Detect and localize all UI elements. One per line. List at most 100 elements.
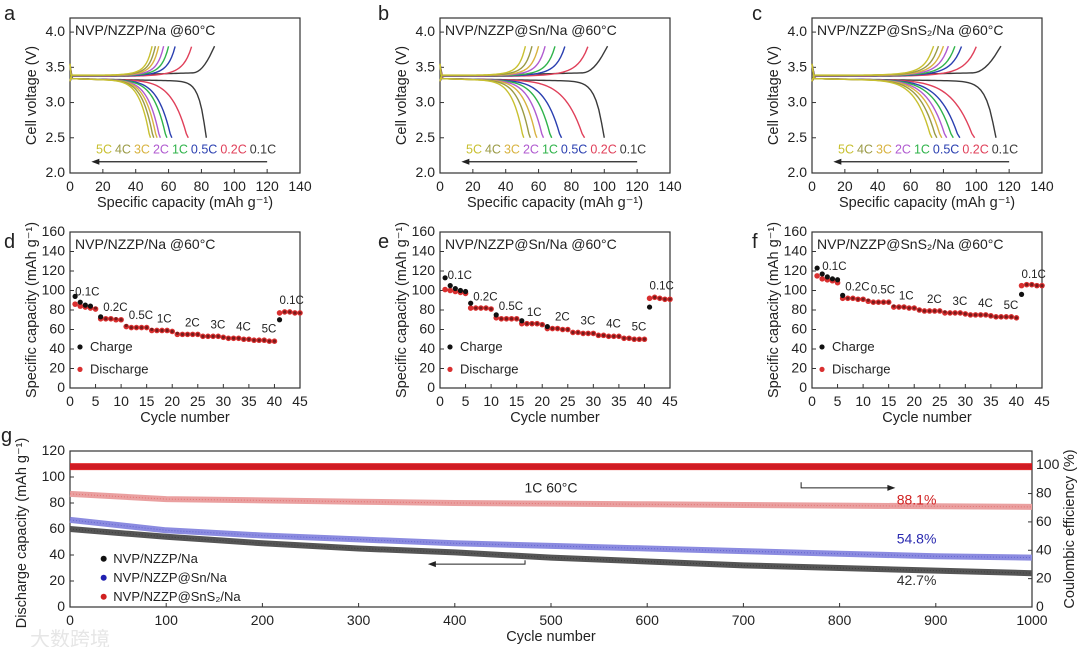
x-tick-label: 35 — [241, 393, 257, 409]
rate-label-2C: 2C — [895, 142, 911, 156]
y-tick-label: 120 — [42, 262, 66, 278]
charge-point — [540, 323, 544, 327]
arrow-head — [461, 158, 470, 165]
x-axis-label: Cycle number — [506, 629, 596, 645]
rate-label-0.5C: 0.5C — [561, 142, 587, 156]
discharge-curve-5C — [811, 63, 933, 139]
rate-label-5C: 5C — [838, 142, 854, 156]
legend-marker-charge — [77, 344, 83, 350]
charge-point — [150, 327, 154, 332]
rate-label: 5C — [262, 323, 277, 335]
x-tick-label: 20 — [95, 178, 111, 194]
y-tick-label: 60 — [49, 321, 65, 337]
charge-point — [963, 312, 967, 316]
rate-label: 0.2C — [103, 302, 127, 314]
rate-label: 1C — [527, 307, 542, 319]
rate-label: 3C — [953, 296, 968, 308]
discharge-point — [276, 310, 283, 316]
charge-point — [276, 317, 283, 323]
y-tick-label: 40 — [49, 340, 65, 356]
x-tick-label: 80 — [194, 178, 210, 194]
y-tick-label: 80 — [49, 494, 65, 510]
charge-point — [447, 283, 453, 289]
rate-label-1C: 1C — [914, 142, 930, 156]
charge-point — [535, 322, 539, 326]
x-tick-label: 0 — [436, 393, 444, 409]
x-tick-label: 120 — [997, 178, 1021, 194]
plot-frame — [439, 17, 671, 174]
y-tick-label: 160 — [42, 223, 66, 239]
rate-label-3C: 3C — [504, 142, 520, 156]
x-tick-label: 5 — [462, 393, 470, 409]
charge-point — [272, 339, 277, 343]
panel-letter: f — [752, 231, 758, 253]
x-tick-label: 5 — [834, 393, 842, 409]
legend-label: Charge — [832, 339, 875, 354]
charge-point — [509, 317, 514, 321]
discharge-point — [447, 287, 454, 294]
charge-point — [1004, 315, 1008, 319]
charge-point — [237, 336, 241, 340]
rate-label-0.2C: 0.2C — [962, 142, 988, 156]
retention-label: 88.1% — [897, 491, 937, 507]
x-tick-label: 0 — [808, 178, 816, 194]
y-tick-label: 80 — [419, 301, 435, 317]
legend-marker-discharge — [447, 366, 453, 372]
charge-point — [550, 326, 555, 331]
charge-point — [298, 311, 302, 315]
discharge-point — [442, 286, 448, 293]
x-tick-label: 45 — [662, 393, 678, 409]
charge-point — [948, 311, 952, 315]
charge-point — [1030, 283, 1034, 287]
charge-point — [571, 330, 575, 335]
charge-point — [191, 332, 195, 336]
left-axis-arrow — [435, 560, 526, 565]
charge-point — [902, 305, 906, 309]
y-right-tick-label: 80 — [1036, 485, 1052, 501]
charge-point — [77, 299, 83, 305]
rate-label: 1C — [899, 290, 914, 302]
y-tick-label: 60 — [419, 321, 435, 337]
charge-point — [622, 336, 626, 340]
y-tick-label: 160 — [784, 223, 808, 239]
rate-label-5C: 5C — [466, 142, 482, 156]
x-tick-label: 35 — [983, 393, 999, 409]
charge-point — [288, 310, 292, 314]
x-tick-label: 10 — [113, 393, 129, 409]
y-axis-label: Discharge capacity (mAh g⁻¹) — [14, 438, 30, 629]
discharge-point — [814, 273, 820, 279]
capacity-series-markers-2 — [69, 493, 1033, 508]
x-tick-label: 100 — [965, 178, 989, 194]
x-tick-label: 15 — [881, 393, 897, 409]
charge-point — [114, 317, 118, 321]
legend-marker-discharge — [819, 366, 825, 372]
charge-point — [72, 293, 78, 299]
x-tick-label: 15 — [139, 393, 155, 409]
rate-label-3C: 3C — [134, 142, 150, 156]
charge-point — [642, 337, 647, 341]
charge-point — [973, 313, 978, 317]
x-tick-label: 300 — [347, 612, 371, 628]
rate-label-1C: 1C — [172, 142, 188, 156]
y-tick-label: 4.0 — [416, 23, 436, 39]
charge-point — [617, 334, 621, 338]
rate-label: 4C — [978, 298, 993, 310]
discharge-point — [1018, 282, 1025, 289]
rate-label-0.1C: 0.1C — [250, 142, 276, 156]
x-tick-label: 0 — [66, 612, 74, 628]
y-axis-label: Specific capacity (mAh g⁻¹) — [24, 222, 40, 398]
charge-point — [474, 306, 478, 310]
charge-point — [293, 311, 297, 315]
charge-point — [525, 322, 529, 326]
y-right-tick-label: 20 — [1036, 570, 1052, 586]
charge-point — [876, 300, 881, 304]
charge-point — [484, 306, 488, 310]
charge-point — [653, 295, 657, 299]
x-tick-label: 800 — [828, 612, 852, 628]
charge-point — [984, 313, 988, 317]
charge-point — [658, 296, 662, 300]
x-tick-label: 20 — [534, 393, 550, 409]
y-tick-label: 60 — [49, 520, 65, 536]
y-tick-label: 3.5 — [46, 58, 66, 74]
